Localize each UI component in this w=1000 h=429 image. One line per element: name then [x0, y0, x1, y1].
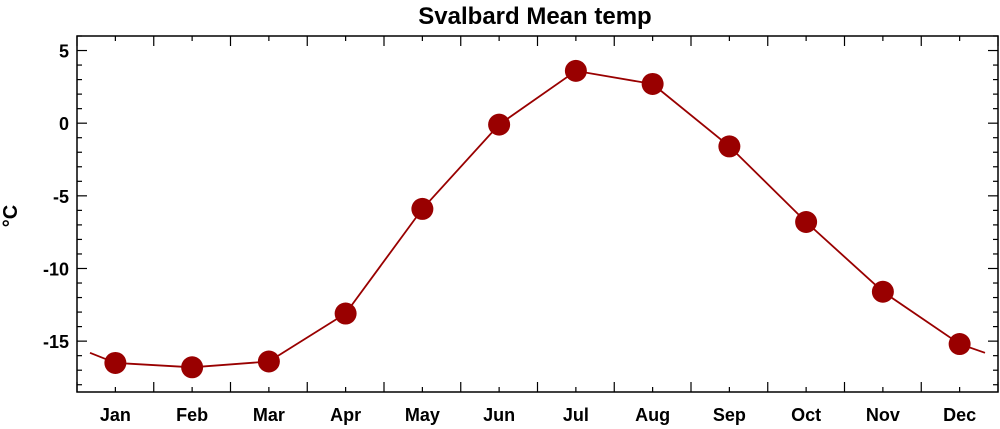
series-markers	[104, 59, 971, 379]
y-tick-label: -10	[43, 259, 69, 279]
data-point-may	[411, 197, 434, 220]
series-polyline	[89, 69, 986, 369]
axes: 5 0 -5 -10 -15 Jan Feb Mar Apr May Jun Jul Aug Sep Oct…	[43, 35, 999, 425]
x-tick-label: Sep	[713, 405, 746, 425]
data-point-jan	[104, 351, 127, 374]
data-point-dec	[948, 333, 971, 356]
data-point-apr	[334, 302, 357, 325]
x-tick-label: Feb	[176, 405, 208, 425]
y-tick-label: 5	[59, 42, 69, 62]
data-point-oct	[795, 210, 818, 233]
data-point-jul	[564, 59, 587, 82]
y-tick-label: -15	[43, 332, 69, 352]
y-tick-label: -5	[53, 187, 69, 207]
plot-frame	[76, 35, 999, 393]
data-point-mar	[257, 350, 280, 373]
data-point-aug	[641, 72, 664, 95]
x-tick-label: Jan	[100, 405, 131, 425]
data-point-nov	[871, 280, 894, 303]
x-tick-label: Apr	[330, 405, 361, 425]
x-tick-label: May	[405, 405, 440, 425]
series-line	[89, 69, 986, 369]
data-point-jun	[488, 113, 511, 136]
x-tick-label: Aug	[635, 405, 670, 425]
x-tick-label: Nov	[866, 405, 900, 425]
y-axis-label: °C	[0, 205, 22, 227]
x-tick-label: Dec	[943, 405, 976, 425]
x-tick-label: Jun	[483, 405, 515, 425]
y-tick-label: 0	[59, 114, 69, 134]
data-point-feb	[181, 356, 204, 379]
x-tick-label: Oct	[791, 405, 821, 425]
chart-title: Svalbard Mean temp	[418, 3, 651, 30]
x-tick-label: Mar	[253, 405, 285, 425]
x-tick-label: Jul	[563, 405, 589, 425]
data-point-sep	[718, 135, 741, 158]
